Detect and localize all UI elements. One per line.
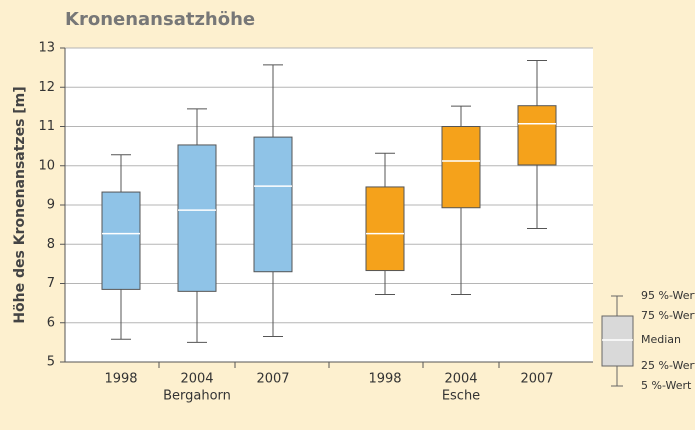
legend [601,295,634,387]
y-tick-label: 5 [47,355,55,370]
y-tick-label: 9 [47,198,55,213]
box [253,136,293,273]
y-tick-label: 8 [47,237,55,252]
y-tick-label: 12 [38,80,55,95]
legend-label: 75 %-Wert [641,309,695,322]
legend-label: 5 %-Wert [641,379,692,392]
y-tick-label: 6 [47,315,55,330]
x-tick-label: 2007 [256,372,289,387]
x-tick-label: 1998 [104,372,137,387]
x-tick-label: 2004 [180,372,213,387]
x-tick-label: 2004 [444,372,477,387]
legend-label: 95 %-Wert [641,289,695,302]
y-tick-label: 11 [38,119,55,134]
y-tick-label: 7 [47,276,55,291]
box [365,186,405,272]
x-tick-label: 2007 [520,372,553,387]
chart-title: Kronenansatzhöhe [65,9,255,30]
legend-label: 25 %-Wert [641,359,695,372]
x-tick-label: 1998 [368,372,401,387]
legend-label: Median [641,333,681,346]
box [101,191,141,290]
box [177,144,217,292]
y-axis-label: Höhe des Kronenansatzes [m] [12,86,28,323]
legend-box [601,315,634,367]
group-label: Esche [442,389,480,404]
y-tick-label: 10 [38,158,55,173]
box [441,126,481,209]
y-tick-label: 13 [38,41,55,56]
group-label: Bergahorn [163,389,231,404]
box [517,105,557,166]
